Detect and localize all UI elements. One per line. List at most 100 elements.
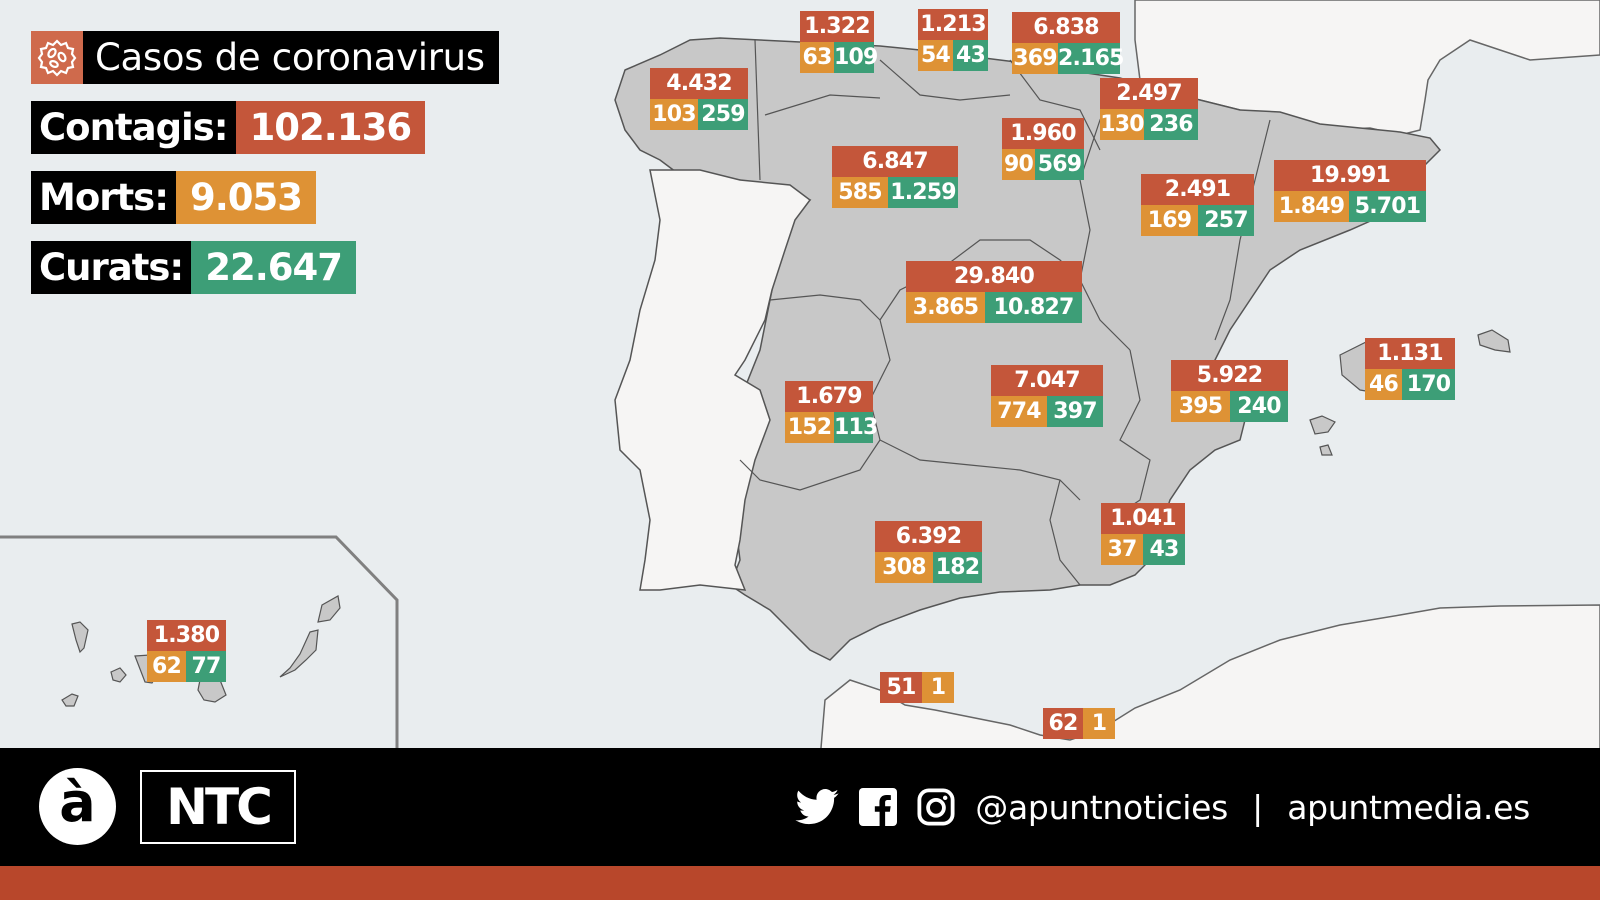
fuerteventura-island [279, 629, 319, 678]
cases-value: 19.991 [1274, 160, 1426, 191]
recovered-value: 43 [1143, 534, 1185, 565]
deaths-value: 585 [832, 177, 888, 208]
deaths-value: 90 [1002, 149, 1035, 180]
region-galicia: 4.432 103 259 [650, 68, 748, 130]
contagis-label: Contagis: [31, 101, 236, 154]
deaths-value: 395 [1171, 391, 1230, 422]
headline: Casos de coronavirus [31, 31, 499, 84]
footer-stripe [0, 866, 1600, 900]
canary-inset-frame [0, 535, 399, 760]
twitter-handle[interactable]: @apuntnoticies [975, 787, 1229, 827]
deaths-value: 308 [875, 552, 933, 583]
recovered-value: 182 [933, 552, 982, 583]
virus-icon [37, 38, 77, 77]
recovered-value: 240 [1230, 391, 1288, 422]
recovered-value: 10.827 [985, 292, 1082, 323]
map [0, 0, 1600, 760]
region-la-rioja: 1.960 90 569 [1002, 118, 1084, 180]
region-murcia: 1.041 37 43 [1101, 503, 1185, 565]
region-andalusia: 6.392 308 182 [875, 521, 982, 583]
deaths-value: 1 [922, 672, 954, 703]
cases-value: 7.047 [991, 365, 1103, 396]
recovered-value: 569 [1035, 149, 1084, 180]
virus-icon-box [31, 31, 83, 84]
region-pais-basc: 6.838 369 2.165 [1012, 12, 1124, 74]
cases-value: 6.838 [1012, 12, 1120, 43]
curats-value: 22.647 [191, 241, 356, 294]
portugal-land [614, 169, 812, 591]
el-hierro-island [61, 693, 79, 707]
deaths-value: 37 [1101, 534, 1143, 565]
deaths-value: 62 [147, 651, 186, 682]
region-canaries: 1.380 62 77 [147, 620, 226, 682]
region-castella-la-manxa: 7.047 774 397 [991, 365, 1103, 427]
recovered-value: 257 [1198, 205, 1254, 236]
formentera-island [1319, 444, 1333, 456]
cases-value: 1.960 [1002, 118, 1084, 149]
lanzarote-island [317, 595, 341, 623]
cases-value: 1.131 [1365, 338, 1455, 369]
recovered-value: 43 [953, 40, 988, 71]
website-link[interactable]: apuntmedia.es [1287, 787, 1530, 827]
facebook-icon[interactable] [859, 788, 898, 826]
cases-value: 1.679 [785, 381, 873, 412]
region-madrid: 29.840 3.865 10.827 [906, 261, 1082, 323]
recovered-value: 397 [1047, 396, 1103, 427]
deaths-value: 130 [1100, 109, 1145, 140]
total-morts: Morts: 9.053 [31, 171, 317, 224]
curats-label: Curats: [31, 241, 192, 294]
deaths-value: 54 [918, 40, 953, 71]
deaths-value: 63 [800, 42, 834, 73]
contagis-value: 102.136 [235, 101, 426, 154]
deaths-value: 152 [785, 412, 834, 443]
recovered-value: 109 [834, 42, 878, 73]
cases-value: 51 [880, 672, 922, 703]
region-castella-i-lleo: 6.847 585 1.259 [832, 146, 958, 208]
region-comunitat-valenciana: 5.922 395 240 [1171, 360, 1288, 422]
ntc-logo-text: NTC [166, 778, 273, 836]
cases-value: 6.847 [832, 146, 958, 177]
city-melilla: 62 1 [1043, 708, 1115, 739]
recovered-value: 170 [1402, 369, 1455, 400]
apunt-logo-letter: à [59, 770, 96, 834]
deaths-value: 169 [1141, 205, 1198, 236]
total-curats: Curats: 22.647 [31, 241, 356, 294]
instagram-icon[interactable] [917, 788, 955, 826]
region-asturias: 1.322 63 109 [800, 11, 878, 73]
recovered-value: 113 [834, 412, 878, 443]
cases-value: 5.922 [1171, 360, 1288, 391]
city-ceuta: 51 1 [880, 672, 954, 703]
headline-title: Casos de coronavirus [83, 31, 499, 84]
cases-value: 2.497 [1100, 78, 1198, 109]
deaths-value: 774 [991, 396, 1047, 427]
deaths-value: 103 [650, 99, 698, 130]
twitter-icon[interactable] [795, 789, 839, 825]
la-gomera-island [110, 667, 127, 683]
menorca-island [1477, 329, 1511, 353]
apunt-logo[interactable]: à [39, 768, 116, 845]
recovered-value: 1.259 [888, 177, 958, 208]
deaths-value: 1.849 [1274, 191, 1349, 222]
region-extremadura: 1.679 152 113 [785, 381, 878, 443]
ntc-logo[interactable]: NTC [140, 770, 296, 844]
cases-value: 1.041 [1101, 503, 1185, 534]
region-arago: 2.491 169 257 [1141, 174, 1254, 236]
cases-value: 6.392 [875, 521, 982, 552]
total-contagis: Contagis: 102.136 [31, 101, 426, 154]
cases-value: 62 [1043, 708, 1083, 739]
deaths-value: 1 [1083, 708, 1115, 739]
cases-value: 29.840 [906, 261, 1082, 292]
social-links: @apuntnoticies | apuntmedia.es [795, 782, 1530, 832]
deaths-value: 46 [1365, 369, 1402, 400]
deaths-value: 369 [1012, 43, 1058, 74]
recovered-value: 236 [1144, 109, 1198, 140]
la-palma-island [71, 621, 89, 654]
recovered-value: 259 [698, 99, 748, 130]
cases-value: 1.213 [918, 9, 988, 40]
recovered-value: 77 [186, 651, 226, 682]
region-illes-balears: 1.131 46 170 [1365, 338, 1455, 400]
separator: | [1252, 787, 1264, 827]
ibiza-island [1309, 415, 1336, 435]
morts-label: Morts: [31, 171, 176, 224]
cases-value: 1.322 [800, 11, 874, 42]
